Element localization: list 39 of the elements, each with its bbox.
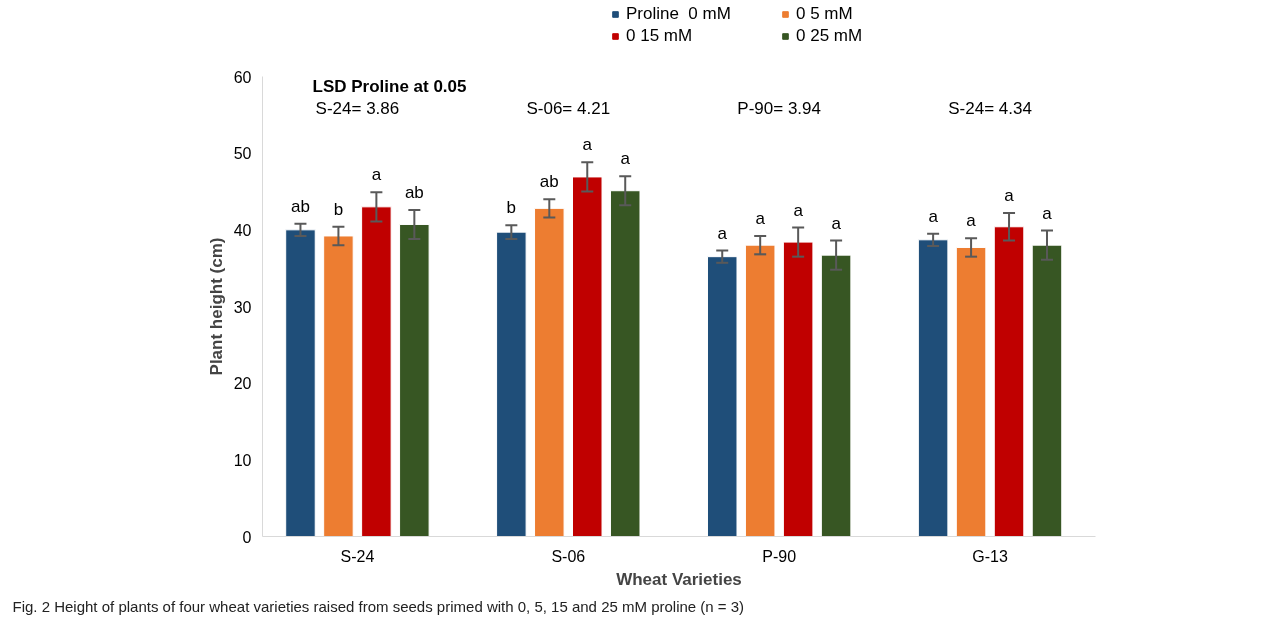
y-axis-title: Plant height (cm)	[206, 237, 226, 376]
x-tick-label: G-13	[972, 547, 1008, 565]
y-tick-label: 0	[242, 528, 252, 546]
data-label: a	[371, 165, 382, 185]
y-tick-label: 40	[233, 221, 252, 239]
annotation: P-90= 3.94	[737, 99, 821, 118]
y-tick-label: 30	[233, 298, 252, 316]
data-label: ab	[404, 182, 424, 202]
data-label: a	[582, 135, 593, 155]
y-tick-label: 20	[233, 375, 252, 393]
x-axis-title: Wheat Varieties	[616, 569, 742, 589]
legend-label: Proline 0 mM	[626, 4, 732, 24]
caption: Fig. 2 Height of plants of four wheat varieties raised from seeds primed with 0, 5, 15 and 25 mM proline (n = 3)	[12, 597, 745, 615]
y-tick-label: 10	[233, 451, 252, 469]
data-label: a	[717, 223, 728, 243]
legend-label: 0 15 mM	[626, 26, 694, 46]
annotation: S-24= 4.34	[948, 99, 1032, 118]
annotation: S-06= 4.21	[526, 99, 611, 118]
data-label: a	[620, 149, 631, 169]
data-label: b	[506, 198, 517, 218]
data-label: ab	[539, 172, 559, 192]
data-label: a	[1042, 203, 1053, 223]
y-tick-label: 50	[233, 145, 252, 163]
data-label: a	[831, 213, 842, 233]
y-tick-label: 60	[233, 68, 252, 86]
x-tick-label: S-06	[551, 547, 586, 565]
legend-label: 0 5 mM	[796, 4, 854, 24]
annotation: LSD Proline at 0.05	[312, 77, 467, 96]
data-label: a	[1004, 185, 1015, 205]
data-label: a	[928, 206, 939, 226]
data-label: a	[793, 200, 804, 220]
x-tick-label: P-90	[762, 547, 797, 565]
data-label: ab	[291, 196, 310, 216]
data-label: a	[966, 211, 977, 231]
annotation: S-24= 3.86	[315, 99, 400, 118]
x-tick-label: S-24	[340, 547, 375, 565]
legend-label: 0 25 mM	[796, 26, 864, 46]
data-label: b	[333, 199, 344, 219]
data-label: a	[755, 208, 766, 228]
